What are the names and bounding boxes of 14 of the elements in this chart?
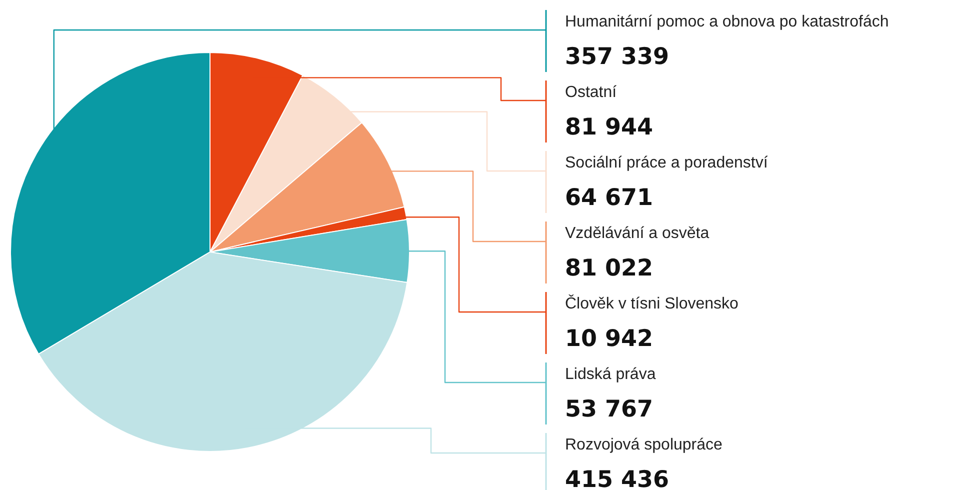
data-label: 81 022 (565, 255, 654, 282)
data-label: 415 436 (565, 466, 670, 490)
data-label: 53 767 (565, 396, 654, 422)
data-label: 10 942 (565, 326, 654, 352)
slice-label: Ostatní (565, 84, 618, 101)
data-label: 357 339 (565, 44, 670, 70)
slice-label: Lidská práva (565, 366, 656, 383)
data-label: 81 944 (565, 114, 654, 140)
slice-label: Humanitární pomoc a obnova po katastrofách (565, 13, 889, 30)
data-label: 64 671 (565, 184, 654, 211)
slice-label: Člověk v tísni Slovensko (565, 294, 739, 312)
slice-label: Vzdělávání a osvěta (565, 224, 710, 242)
slice-label: Rozvojová spolupráce (565, 436, 723, 454)
slice-label: Sociální práce a poradenství (565, 154, 768, 172)
